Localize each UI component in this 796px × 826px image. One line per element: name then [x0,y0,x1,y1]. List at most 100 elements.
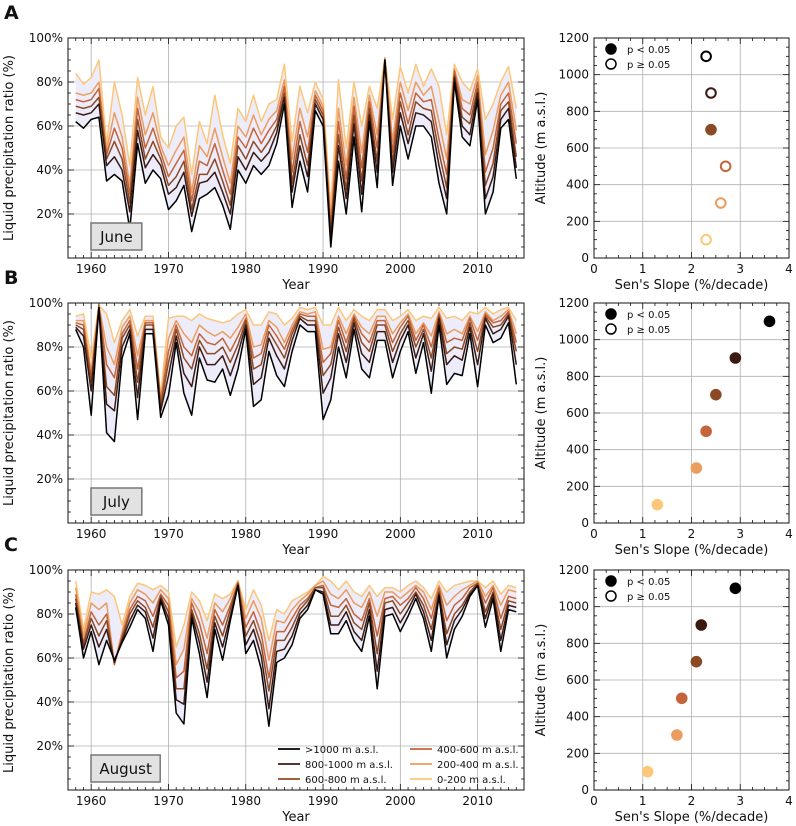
scatter-x-tick-label: 0 [590,262,598,276]
y-tick-label: 60% [36,119,63,133]
month-box [90,222,143,251]
series-line [75,304,517,397]
scatter-y-tick-label: 800 [566,636,589,650]
scatter-y-tick-label: 1000 [558,333,589,347]
y-tick-label: 40% [36,695,63,709]
y-axis-label: Liquid precipitation ratio (%) [2,587,17,773]
scatter-y-tick-label: 0 [581,783,589,797]
month-label: July [102,493,130,511]
series-line [75,304,518,401]
y-tick-label: 80% [36,75,63,89]
x-tick-label: 2010 [462,794,493,808]
scatter-y-tick-label: 0 [581,516,589,530]
scatter-point [763,315,776,328]
y-tick-label: 20% [36,472,63,486]
scatter-y-tick-label: 200 [566,214,589,228]
y-axis-label: Liquid precipitation ratio (%) [2,55,17,241]
series-line [75,306,518,443]
series-line [75,57,518,209]
scatter-x-tick-label: 4 [785,527,793,541]
scatter-point [700,50,712,63]
series-line [75,306,518,412]
x-tick-label: 1960 [76,262,107,276]
scatter-x-tick-label: 4 [785,262,793,276]
scatter-point [700,425,712,438]
legend-label: 200-400 m a.s.l. [437,760,519,771]
scatter-y-tick-label: 600 [566,141,589,155]
x-tick-label: 1980 [230,527,261,541]
scatter-point [671,729,683,741]
x-tick-label: 2000 [385,527,416,541]
scatter-x-tick-label: 1 [639,794,647,808]
scatter-point [714,197,727,209]
scatter-y-tick-label: 200 [566,746,589,760]
y-tick-label: 100% [29,296,63,310]
scatter-x-tick-label: 4 [785,794,793,808]
month-box [90,487,143,516]
scatter-y-tick-label: 600 [566,406,589,420]
scatter-x-tick-label: 2 [688,527,696,541]
legend-marker-not-significant [605,58,617,70]
x-tick-label: 1960 [76,794,107,808]
scatter-y-tick-label: 1200 [558,563,589,577]
x-tick-label: 1990 [308,527,339,541]
scatter-point [700,233,712,246]
scatter-y-tick-label: 400 [566,710,589,724]
series-line [75,306,518,403]
y-tick-label: 100% [29,563,63,577]
y-tick-label: 20% [36,739,63,753]
x-tick-label: 2010 [462,527,493,541]
x-axis-label: Year [281,810,310,825]
scatter-x-tick-label: 1 [639,262,647,276]
legend-marker-significant [605,575,617,587]
scatter-x-tick-label: 0 [590,794,598,808]
scatter-y-tick-label: 400 [566,443,589,457]
y-tick-label: 80% [36,340,63,354]
scatter-y-axis-label: Altitude (m a.s.l.) [534,357,549,470]
series-line [74,582,517,679]
scatter-y-tick-label: 800 [566,104,589,118]
legend-label: 0-200 m a.s.l. [437,775,506,786]
scatter-y-tick-label: 400 [566,178,589,192]
scatter-x-tick-label: 0 [590,527,598,541]
legend-marker-not-significant [605,590,617,602]
scatter-y-tick-label: 200 [566,479,589,493]
scatter-y-tick-label: 1000 [558,68,589,82]
x-tick-label: 1990 [308,794,339,808]
series-line [75,57,518,222]
month-label: June [99,228,133,246]
scatter-point [690,655,703,668]
y-tick-label: 60% [36,651,63,665]
scatter-point [705,123,717,136]
legend-marker-significant [605,308,617,320]
legend-label-significant: p < 0.05 [627,577,670,588]
legend-label: 800-1000 m a.s.l. [305,760,393,771]
legend-label-not-significant: p ≥ 0.05 [627,60,670,71]
y-tick-label: 60% [36,384,63,398]
scatter-y-tick-label: 600 [566,673,589,687]
series-line [74,584,517,727]
x-tick-label: 1990 [308,262,339,276]
scatter-y-axis-label: Altitude (m a.s.l.) [534,624,549,737]
scatter-y-axis-label: Altitude (m a.s.l.) [534,92,549,205]
legend-label-significant: p < 0.05 [627,310,670,321]
x-axis-label: Year [281,278,310,293]
y-tick-label: 80% [36,607,63,621]
scatter-x-tick-label: 3 [736,794,744,808]
series-line [75,59,518,239]
x-tick-label: 1960 [76,527,107,541]
x-tick-label: 1980 [230,262,261,276]
scatter-x-tick-label: 1 [639,527,647,541]
x-tick-label: 1970 [153,262,184,276]
x-tick-label: 2000 [385,262,416,276]
legend-marker-significant [605,43,617,55]
y-axis-label: Liquid precipitation ratio (%) [2,320,17,506]
series-line [75,306,518,408]
y-tick-label: 100% [29,31,63,45]
scatter-point [641,765,654,778]
series-line [75,59,518,228]
